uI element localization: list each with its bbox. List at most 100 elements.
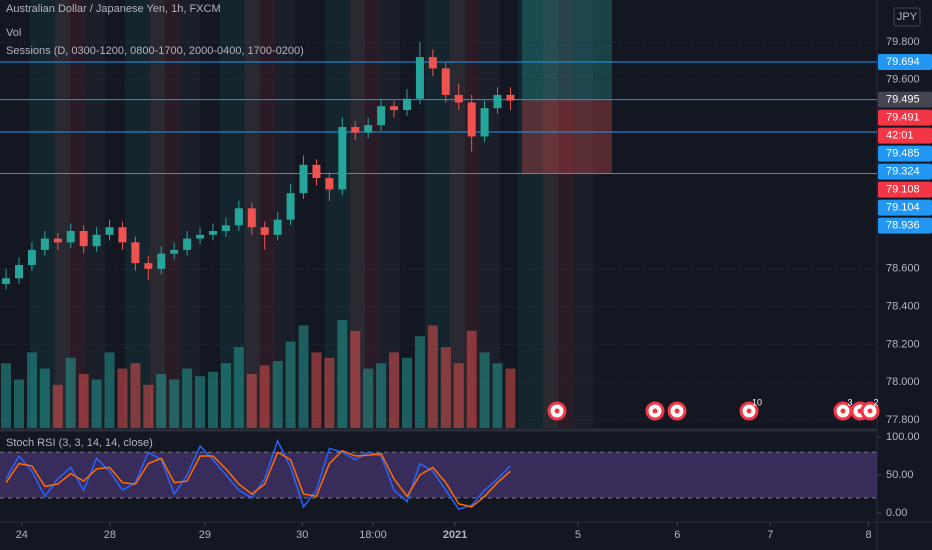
volume-bar <box>195 376 206 428</box>
volume-bar <box>363 368 374 428</box>
price-label: 79.324 <box>886 166 920 178</box>
candle-body <box>351 127 360 133</box>
y-tick-label: 78.000 <box>886 376 920 388</box>
candle-body <box>234 208 243 226</box>
volume-bar <box>39 368 50 428</box>
event-dot <box>867 408 873 414</box>
candle-body <box>247 208 256 228</box>
volume-bar <box>479 352 490 428</box>
candle-body <box>377 106 386 126</box>
volume-bar <box>207 371 218 428</box>
x-tick-label: 2021 <box>443 529 467 541</box>
price-label: 78.936 <box>886 220 920 232</box>
candle-body <box>27 249 36 266</box>
volume-bar <box>182 368 193 428</box>
candle-body <box>454 94 463 103</box>
session-band <box>85 0 105 428</box>
candle-body <box>105 227 114 235</box>
candle-body <box>118 227 127 243</box>
candle-body <box>183 238 192 250</box>
volume-bar <box>466 330 477 428</box>
price-label-box <box>878 217 932 234</box>
volume-bar <box>492 363 503 428</box>
currency-box <box>893 7 921 27</box>
volume-bar <box>337 320 348 428</box>
event-dot <box>674 408 680 414</box>
stoch-line <box>5 449 511 508</box>
stoch-tick-label: 100.00 <box>886 431 920 443</box>
candle-body <box>14 265 23 279</box>
event-count: 3 <box>847 397 852 407</box>
price-label: 79.485 <box>886 148 920 160</box>
currency: JPY <box>897 11 918 23</box>
event-count: 10 <box>752 397 762 407</box>
price-label: 79.104 <box>886 202 920 214</box>
session-band <box>543 0 573 428</box>
volume-bar <box>91 379 102 428</box>
volume-bar <box>505 368 516 428</box>
volume-bar <box>78 374 89 428</box>
volume-bar <box>130 363 141 428</box>
candle-body <box>441 68 450 95</box>
volume-bar <box>259 365 270 428</box>
volume-bar <box>272 361 283 428</box>
candle-body <box>208 231 217 235</box>
y-tick-label: 79.800 <box>886 36 920 48</box>
candle-body <box>325 178 334 190</box>
price-label: 79.694 <box>886 56 920 68</box>
event-dot <box>652 408 658 414</box>
volume-bar <box>13 379 24 428</box>
x-tick-label: 6 <box>674 529 680 541</box>
volume-bar <box>350 330 361 428</box>
candle-body <box>66 231 75 243</box>
candle-body <box>312 164 321 179</box>
price-label-box <box>878 163 932 180</box>
sessions-label: Sessions (D, 0300-1200, 0800-1700, 2000-… <box>6 45 304 57</box>
event-dot <box>840 408 846 414</box>
x-tick-label: 28 <box>104 529 116 541</box>
price-label-box <box>878 127 932 144</box>
session-band <box>55 0 85 428</box>
x-tick-label: 8 <box>865 529 871 541</box>
candle-body <box>131 242 140 264</box>
price-label-box <box>878 145 932 162</box>
session-band <box>275 0 295 428</box>
volume-label: Vol <box>6 27 21 39</box>
target-zone <box>522 0 612 100</box>
volume-bar <box>311 352 322 428</box>
volume-bar <box>376 363 387 428</box>
price-label: 79.491 <box>886 112 920 124</box>
chart-title: Australian Dollar / Japanese Yen, 1h, FX… <box>6 3 221 15</box>
y-tick-label: 78.400 <box>886 301 920 313</box>
x-tick-label: 18:00 <box>359 529 387 541</box>
volume-bar <box>389 352 400 428</box>
candle-body <box>157 253 166 269</box>
candle-body <box>506 94 515 101</box>
candle-body <box>273 219 282 235</box>
y-tick-label: 78.600 <box>886 263 920 275</box>
candle-body <box>260 227 269 235</box>
volume-bar <box>156 374 167 428</box>
price-label-box <box>878 109 932 126</box>
candle-body <box>402 98 411 111</box>
candle-body <box>390 106 399 111</box>
stoch-tick-label: 50.00 <box>886 469 914 481</box>
volume-bar <box>52 384 63 428</box>
candle-body <box>2 278 11 284</box>
x-tick-label: 30 <box>296 529 308 541</box>
volume-bar <box>453 363 464 428</box>
candle-body <box>40 238 49 250</box>
candle-body <box>338 127 347 190</box>
volume-bar <box>117 368 128 428</box>
candle-body <box>364 125 373 133</box>
price-label-box <box>878 54 932 71</box>
volume-bar <box>143 384 154 428</box>
stoch-tick-label: 0.00 <box>886 507 907 519</box>
price-label: 42:01 <box>886 130 914 142</box>
stoch-title: Stoch RSI (3, 3, 14, 14, close) <box>6 437 153 449</box>
volume-bar <box>298 325 309 428</box>
candle-body <box>170 249 179 254</box>
volume-bar <box>324 357 335 428</box>
